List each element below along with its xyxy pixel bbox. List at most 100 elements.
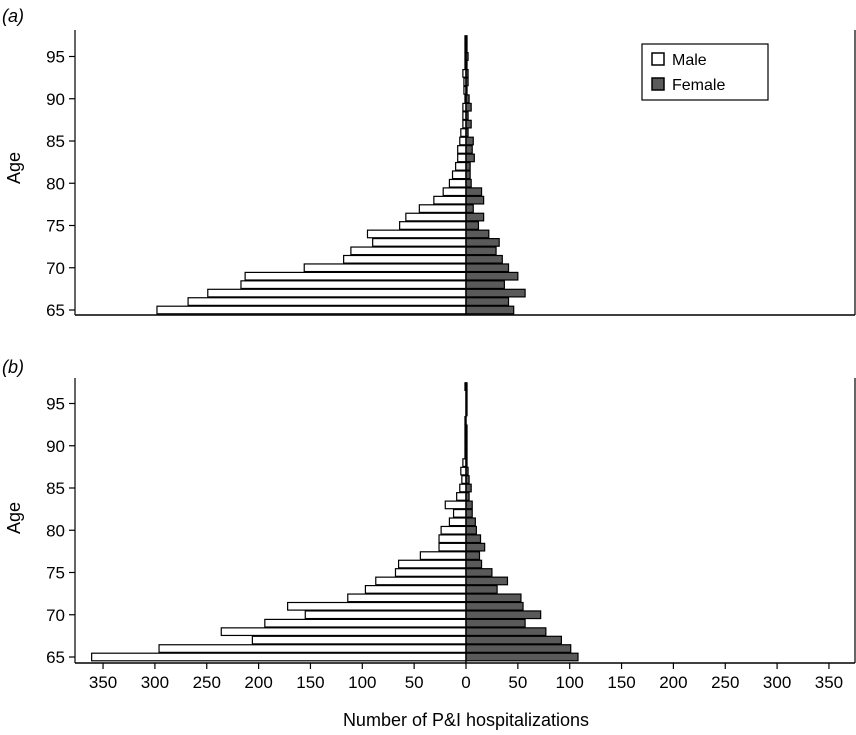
bar-male <box>156 305 467 315</box>
bar-male <box>405 212 467 222</box>
bar-male <box>452 508 467 518</box>
y-tick-label: 85 <box>46 479 65 498</box>
x-tick-label: 100 <box>556 673 584 692</box>
y-tick-label: 80 <box>46 174 65 193</box>
x-tick-label: 50 <box>508 673 527 692</box>
x-axis: 350 300 250 200 150 100 50 0 50 100 150 200 250 300 35… <box>89 663 843 692</box>
bar-female <box>465 280 505 290</box>
bar-female <box>465 508 473 518</box>
bar-male <box>240 280 467 290</box>
panel-label: (b) <box>2 357 24 377</box>
bar-female <box>465 271 519 281</box>
bar-male <box>440 525 467 535</box>
bar-male <box>448 178 467 188</box>
bar-female <box>465 635 563 645</box>
x-tick-label: 150 <box>607 673 635 692</box>
x-tick-label: 150 <box>296 673 324 692</box>
bar-female <box>465 652 579 662</box>
y-tick-label: 70 <box>46 259 65 278</box>
x-tick-label: 0 <box>461 673 470 692</box>
x-tick-label: 50 <box>405 673 424 692</box>
bar-female <box>465 551 481 560</box>
bar-male <box>418 204 467 214</box>
bar-female <box>465 204 474 214</box>
bar-female <box>465 593 522 603</box>
bar-male <box>372 238 467 247</box>
bar-female <box>465 483 472 493</box>
legend: Male Female <box>641 43 769 101</box>
legend-label-female: Female <box>672 77 725 94</box>
bar-male <box>350 246 467 256</box>
bar-male <box>364 584 467 594</box>
bar-male <box>438 542 467 552</box>
bar-female <box>465 610 542 620</box>
bar-male <box>457 145 467 154</box>
panel-b: (b) Age 65 70 75 80 85 90 95 <box>2 357 856 667</box>
bar-female <box>465 136 474 146</box>
bar-male <box>460 466 467 476</box>
bar-male <box>455 161 467 171</box>
y-tick-label: 85 <box>46 132 65 151</box>
y-tick-label: 70 <box>46 606 65 625</box>
bar-male <box>460 128 467 137</box>
bar-female <box>465 517 476 527</box>
y-tick-label: 95 <box>46 395 65 414</box>
bar-male <box>448 517 467 527</box>
bar-male <box>287 601 467 611</box>
bar-female <box>465 305 515 315</box>
bar-male <box>220 627 467 637</box>
x-tick-label: 300 <box>141 673 169 692</box>
bar-female <box>465 601 524 611</box>
bar-female <box>465 187 483 197</box>
x-tick-label: 200 <box>244 673 272 692</box>
bar-female <box>465 500 473 510</box>
y-tick-label: 75 <box>46 217 65 236</box>
bar-male <box>457 153 467 163</box>
bar-female <box>465 212 485 222</box>
bar-male <box>451 170 467 180</box>
bar-male <box>459 136 467 146</box>
bar-male <box>394 568 467 577</box>
bar-female <box>465 559 483 569</box>
x-tick-label: 250 <box>711 673 739 692</box>
bar-male <box>366 229 467 239</box>
bar-male <box>264 618 467 628</box>
legend-swatch-male <box>651 52 665 66</box>
bar-female <box>465 618 526 628</box>
bar-female <box>465 238 500 247</box>
bar-female <box>465 525 477 535</box>
bar-female <box>465 584 498 594</box>
bar-male <box>444 500 467 510</box>
bar-female <box>465 576 509 586</box>
bar-female <box>465 288 526 298</box>
bar-male <box>207 288 467 298</box>
panel-a: (a) Age 65 70 75 80 85 90 95 <box>2 6 856 320</box>
bar-male <box>251 635 467 645</box>
bar-female <box>465 102 472 112</box>
bar-male <box>343 254 467 264</box>
bar-male <box>456 492 467 501</box>
bar-male <box>244 271 467 281</box>
bar-female <box>465 568 493 577</box>
y-tick-label: 95 <box>46 48 65 67</box>
bar-male <box>375 576 467 586</box>
bar-female <box>465 195 485 205</box>
legend-swatch-female <box>651 77 665 91</box>
bar-female <box>465 534 482 544</box>
bar-female <box>465 178 472 188</box>
y-axis-label: Age <box>4 502 24 534</box>
bar-female <box>465 119 472 129</box>
bar-male <box>304 610 467 620</box>
y-axis-label: Age <box>4 152 24 184</box>
bar-male <box>433 195 467 205</box>
bar-female <box>465 644 572 653</box>
legend-label-male: Male <box>672 52 707 69</box>
bar-female <box>465 627 547 637</box>
bar-female <box>465 145 473 154</box>
bar-male <box>347 593 467 603</box>
bar-female <box>465 542 486 552</box>
bar-female <box>465 221 480 230</box>
bar-female <box>465 254 503 264</box>
bar-male <box>399 221 467 230</box>
x-tick-label: 350 <box>815 673 843 692</box>
